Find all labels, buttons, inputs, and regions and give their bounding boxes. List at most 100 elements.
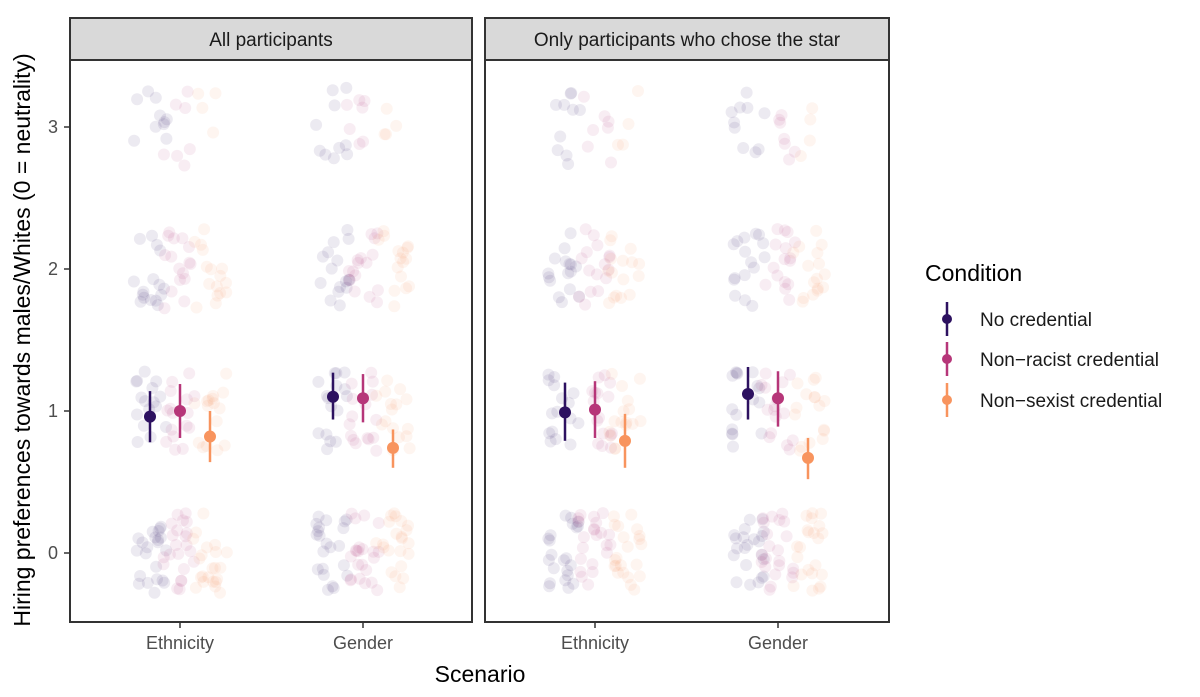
raw-response-point: [574, 565, 587, 578]
raw-response-point: [372, 517, 385, 529]
raw-response-point: [312, 525, 325, 538]
raw-response-point: [806, 584, 819, 597]
raw-response-point: [745, 256, 758, 269]
raw-response-point: [807, 288, 819, 301]
raw-response-point: [546, 425, 559, 438]
raw-response-point: [604, 234, 617, 247]
raw-response-point: [726, 403, 739, 416]
raw-response-point: [160, 544, 173, 557]
raw-response-point: [321, 443, 334, 456]
raw-response-point: [378, 128, 391, 141]
raw-response-point: [216, 262, 228, 275]
raw-response-point: [332, 285, 345, 298]
raw-response-point: [165, 423, 178, 436]
raw-response-point: [738, 523, 751, 535]
raw-response-point: [341, 148, 354, 161]
raw-response-point: [559, 255, 572, 268]
raw-response-point: [171, 508, 184, 521]
mean-point: [144, 410, 156, 423]
raw-response-point: [574, 509, 587, 521]
raw-response-point: [164, 402, 177, 415]
mean-point: [559, 406, 571, 419]
raw-response-point: [738, 231, 751, 244]
raw-response-point: [183, 256, 196, 269]
x-axis-title: Scenario: [435, 661, 526, 687]
raw-response-point: [190, 301, 203, 314]
raw-response-point: [738, 269, 751, 282]
raw-response-point: [787, 566, 800, 579]
raw-response-point: [383, 515, 396, 528]
raw-response-point: [761, 403, 774, 416]
raw-response-point: [783, 153, 796, 166]
x-tick-label: Ethnicity: [561, 633, 629, 653]
raw-response-point: [389, 570, 402, 583]
raw-response-point: [210, 280, 223, 293]
raw-response-point: [617, 273, 630, 286]
raw-response-point: [141, 541, 154, 554]
raw-response-point: [207, 126, 220, 139]
raw-response-point: [815, 568, 828, 581]
raw-response-point: [198, 223, 211, 236]
raw-response-point: [789, 408, 801, 421]
raw-response-point: [562, 158, 575, 170]
raw-response-point: [395, 532, 408, 545]
raw-response-point: [395, 515, 408, 527]
raw-response-point: [624, 242, 637, 255]
raw-response-point: [171, 149, 184, 162]
raw-response-point: [341, 224, 354, 236]
raw-response-point: [570, 521, 583, 534]
raw-response-point: [560, 149, 573, 162]
raw-response-point: [177, 514, 189, 527]
raw-response-point: [544, 435, 557, 448]
raw-response-point: [337, 522, 350, 535]
raw-response-point: [213, 402, 226, 415]
raw-response-point: [804, 113, 817, 126]
raw-response-point: [764, 580, 777, 593]
raw-response-point: [813, 399, 826, 412]
raw-response-point: [187, 532, 200, 545]
raw-response-point: [603, 528, 616, 541]
raw-response-point: [385, 509, 398, 522]
raw-response-point: [562, 581, 575, 594]
legend-entry-no-credential: No credential: [942, 302, 1092, 336]
raw-response-point: [394, 545, 407, 558]
raw-response-point: [158, 302, 171, 315]
raw-response-point: [372, 545, 385, 558]
raw-response-point: [370, 537, 383, 550]
raw-response-point: [190, 526, 202, 539]
raw-response-point: [787, 562, 800, 575]
raw-response-point: [778, 276, 791, 288]
raw-response-point: [192, 436, 205, 449]
raw-response-point: [815, 507, 827, 520]
y-axis-title: Hiring preferences towards males/Whites …: [9, 53, 35, 626]
raw-response-point: [730, 408, 743, 421]
raw-response-point: [362, 433, 375, 446]
raw-response-point: [758, 251, 771, 264]
raw-response-point: [160, 421, 172, 433]
raw-response-point: [801, 524, 814, 537]
raw-response-point: [158, 116, 171, 129]
raw-response-point: [757, 553, 770, 566]
raw-response-point: [730, 366, 743, 379]
panel-frame: [69, 59, 473, 623]
raw-response-point: [778, 224, 791, 237]
raw-response-point: [363, 290, 376, 303]
raw-response-point: [153, 278, 166, 291]
mean-point: [174, 405, 186, 417]
raw-response-point: [400, 430, 413, 443]
raw-response-point: [729, 532, 742, 545]
x-tick-label: Gender: [333, 633, 393, 653]
raw-response-point: [370, 413, 383, 426]
raw-response-point: [766, 510, 778, 523]
raw-response-point: [573, 290, 585, 303]
raw-response-point: [786, 434, 799, 447]
raw-response-point: [217, 386, 230, 399]
raw-response-point: [395, 530, 408, 543]
raw-response-point: [326, 84, 339, 97]
raw-response-point: [180, 419, 193, 432]
raw-response-point: [597, 427, 610, 440]
raw-response-point: [338, 383, 351, 396]
raw-response-point: [388, 300, 401, 313]
raw-response-point: [324, 541, 337, 554]
raw-response-point: [340, 281, 353, 294]
